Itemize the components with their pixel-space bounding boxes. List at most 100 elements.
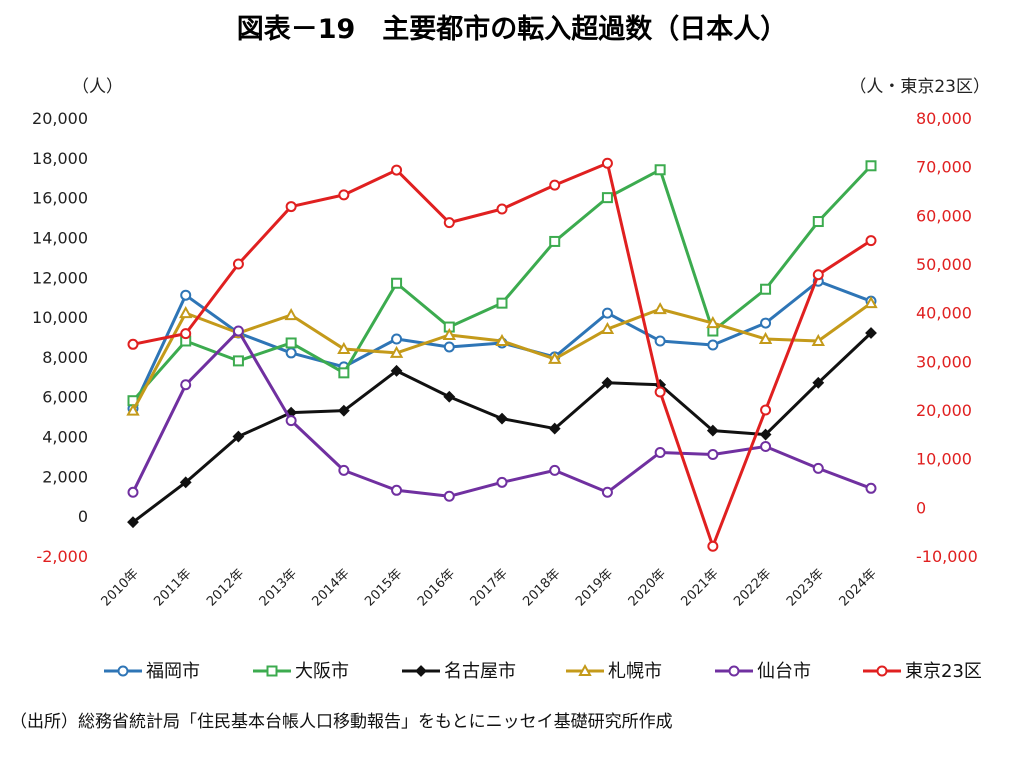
data-point: [338, 464, 350, 476]
right-tick-label: 50,000: [916, 255, 972, 274]
left-tick-label: 0: [78, 507, 88, 526]
data-point: [706, 424, 719, 437]
data-point: [812, 462, 824, 474]
data-point: [548, 351, 562, 364]
right-tick-label: -10,000: [916, 547, 978, 566]
data-point: [549, 235, 561, 247]
data-point: [760, 317, 772, 329]
data-point: [127, 338, 139, 350]
data-point: [706, 316, 720, 329]
legend-marker: [415, 665, 427, 677]
data-point: [232, 258, 244, 270]
data-point: [759, 428, 772, 441]
data-point: [126, 403, 140, 416]
x-tick-label: 2010年: [99, 566, 142, 609]
left-tick-label: 12,000: [32, 268, 88, 287]
x-tick-label: 2016年: [415, 566, 458, 609]
data-point: [760, 283, 772, 295]
legend-item: 名古屋市: [402, 661, 516, 682]
legend-label: 東京23区: [905, 661, 982, 682]
data-point: [232, 325, 244, 337]
data-point: [390, 364, 403, 377]
data-point: [654, 164, 666, 176]
x-tick-label: 2021年: [678, 566, 721, 609]
x-tick-label: 2018年: [520, 566, 563, 609]
legend-marker: [266, 665, 278, 677]
right-tick-label: 0: [916, 498, 926, 517]
data-point: [865, 160, 877, 172]
right-tick-label: 60,000: [916, 206, 972, 225]
data-point: [284, 308, 298, 321]
data-point: [232, 430, 245, 443]
data-point: [601, 157, 613, 169]
data-point: [443, 490, 455, 502]
x-tick-label: 2023年: [784, 566, 827, 609]
legend-marker: [117, 665, 129, 677]
left-tick-label: 4,000: [42, 428, 88, 447]
x-tick-label: 2011年: [151, 566, 194, 609]
legend-marker: [728, 665, 740, 677]
data-point: [707, 540, 719, 552]
legend-label: 仙台市: [757, 661, 811, 682]
data-point: [707, 339, 719, 351]
data-point: [180, 328, 192, 340]
left-tick-label: 2,000: [42, 467, 88, 486]
left-tick-label: 18,000: [32, 149, 88, 168]
data-point: [443, 341, 455, 353]
left-tick-label: -2,000: [36, 547, 88, 566]
data-point: [600, 321, 615, 335]
x-tick-label: 2012年: [204, 566, 247, 609]
data-point: [285, 201, 297, 213]
data-point: [812, 376, 825, 389]
data-point: [811, 333, 825, 346]
left-tick-label: 20,000: [32, 109, 88, 128]
data-point: [391, 277, 403, 289]
legend-label: 福岡市: [146, 661, 200, 682]
data-point: [391, 333, 403, 345]
data-point: [337, 341, 351, 354]
data-point: [285, 337, 297, 349]
data-point: [389, 345, 404, 358]
data-point: [812, 216, 824, 228]
right-tick-label: 40,000: [916, 304, 972, 323]
data-point: [548, 422, 561, 435]
data-point: [601, 192, 613, 204]
data-point: [127, 516, 139, 529]
x-tick-label: 2022年: [731, 566, 774, 609]
series-line: [132, 161, 872, 548]
data-point: [338, 367, 350, 379]
right-tick-label: 20,000: [916, 401, 972, 420]
x-tick-label: 2013年: [257, 566, 300, 609]
data-point: [496, 203, 508, 215]
right-tick-label: 10,000: [916, 450, 972, 469]
x-tick-label: 2020年: [626, 566, 669, 609]
data-point: [496, 412, 508, 425]
legend-item: 福岡市: [104, 661, 200, 682]
data-point: [496, 297, 508, 309]
data-point: [180, 289, 192, 301]
data-point: [654, 446, 666, 458]
legend-item: 札幌市: [566, 661, 662, 682]
data-point: [654, 335, 666, 347]
series-5: [127, 325, 877, 502]
legend-item: 大阪市: [253, 661, 349, 682]
data-point: [232, 355, 244, 367]
legend-label: 札幌市: [608, 661, 662, 682]
series-4: [126, 296, 878, 416]
right-axis-unit: （人・東京23区）: [849, 77, 990, 97]
chart-title: 図表－19 主要都市の転入超過数（日本人）: [237, 13, 788, 45]
source-note: （出所）総務省統計局「住民基本台帳人口移動報告」をもとにニッセイ基礎研究所作成: [10, 712, 673, 732]
data-point: [601, 307, 613, 319]
left-axis-ticks: -2,000 0 2,000 4,000 6,000 8,000 10,000 12,000 1…: [32, 109, 88, 566]
data-point: [495, 333, 509, 346]
data-point: [865, 235, 877, 247]
data-point: [865, 327, 877, 339]
legend-marker: [876, 665, 888, 677]
x-tick-label: 2014年: [309, 566, 352, 609]
data-point: [601, 486, 613, 498]
data-point: [179, 476, 192, 489]
left-tick-label: 14,000: [32, 228, 88, 247]
right-axis-ticks: -10,000 0 10,000 20,000 30,000 40,000 50,000 60…: [916, 109, 978, 566]
data-point: [443, 217, 455, 229]
right-tick-label: 70,000: [916, 158, 972, 177]
